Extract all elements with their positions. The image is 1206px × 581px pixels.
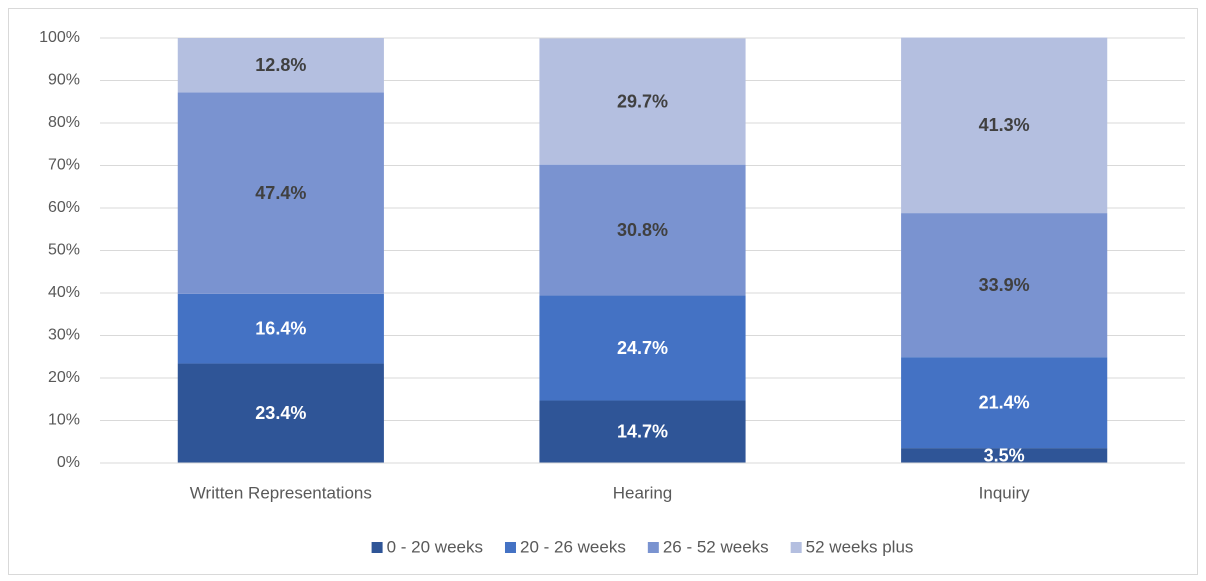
data-label: 12.8% <box>255 55 306 75</box>
legend-label: 26 - 52 weeks <box>663 537 769 556</box>
data-label: 21.4% <box>979 392 1030 412</box>
x-tick-label: Written Representations <box>190 483 372 502</box>
y-tick-label: 50% <box>48 242 80 259</box>
data-label: 30.8% <box>617 220 668 240</box>
data-label: 41.3% <box>979 115 1030 135</box>
bar-segment <box>177 38 384 93</box>
data-label: 33.9% <box>979 275 1030 295</box>
x-tick-label: Hearing <box>613 483 673 502</box>
data-label: 47.4% <box>255 183 306 203</box>
bar-segment <box>539 38 746 165</box>
legend-swatch <box>647 542 659 553</box>
bar-segment <box>177 293 384 364</box>
data-label: 23.4% <box>255 403 306 423</box>
x-tick-label: Inquiry <box>979 483 1031 502</box>
bar-segment <box>901 357 1108 449</box>
bar-segment <box>177 363 384 463</box>
y-tick-label: 70% <box>48 157 80 174</box>
bar-segment <box>539 295 746 401</box>
y-tick-label: 60% <box>48 199 80 216</box>
y-tick-label: 0% <box>57 454 80 471</box>
data-label: 14.7% <box>617 422 668 442</box>
bar-segment <box>539 400 746 463</box>
data-label: 24.7% <box>617 338 668 358</box>
y-tick-label: 100% <box>39 29 80 46</box>
y-tick-label: 80% <box>48 114 80 131</box>
bar-segment <box>901 448 1108 463</box>
legend-label: 52 weeks plus <box>806 537 914 556</box>
y-tick-label: 20% <box>48 369 80 386</box>
legend-swatch <box>371 542 383 553</box>
y-tick-label: 10% <box>48 412 80 429</box>
legend-swatch <box>504 542 516 553</box>
bar-segment <box>901 213 1108 358</box>
y-tick-label: 30% <box>48 327 80 344</box>
bar-segment <box>901 37 1108 214</box>
data-label: 29.7% <box>617 91 668 111</box>
bar-segment <box>177 92 384 294</box>
bar-segment <box>539 164 746 296</box>
data-label: 16.4% <box>255 318 306 338</box>
legend-label: 20 - 26 weeks <box>520 537 626 556</box>
data-label: 3.5% <box>984 445 1025 465</box>
y-tick-label: 90% <box>48 72 80 89</box>
y-tick-label: 40% <box>48 284 80 301</box>
legend-swatch <box>790 542 802 553</box>
legend-label: 0 - 20 weeks <box>387 537 483 556</box>
